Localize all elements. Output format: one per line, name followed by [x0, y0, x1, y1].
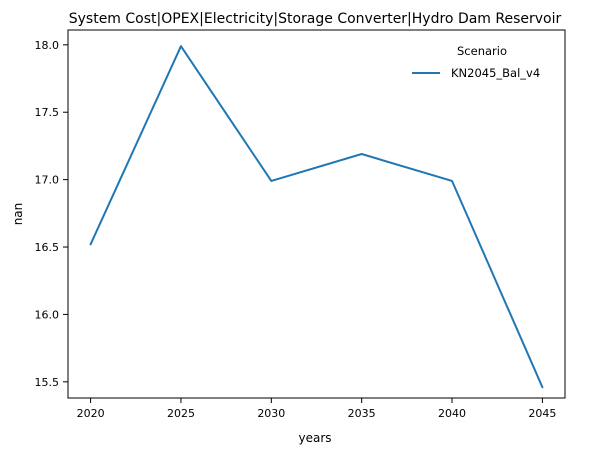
x-tick-label: 2035	[348, 407, 376, 420]
legend-title: Scenario	[457, 44, 507, 58]
x-axis-label: years	[298, 431, 331, 445]
plot-area	[67, 29, 566, 399]
data-point	[541, 386, 544, 389]
legend-series-label: KN2045_Bal_v4	[451, 66, 540, 80]
data-point	[89, 243, 92, 246]
series-line-0	[89, 45, 544, 389]
x-axis: 2020 2025 2030 2035 2040 2045	[77, 398, 556, 420]
y-tick-label: 18.0	[35, 39, 60, 52]
series-layer	[89, 45, 544, 389]
data-point	[451, 179, 454, 182]
y-axis-label: nan	[11, 203, 25, 226]
y-tick-label: 15.5	[35, 376, 60, 389]
y-tick-label: 17.0	[35, 174, 60, 187]
y-axis: 15.5 16.0 16.5 17.0 17.5 18.0	[35, 39, 68, 389]
legend: Scenario KN2045_Bal_v4	[412, 44, 540, 80]
chart-title: System Cost|OPEX|Electricity|Storage Con…	[69, 11, 562, 27]
x-tick-label: 2030	[257, 407, 285, 420]
data-point	[360, 153, 363, 156]
x-tick-label: 2040	[438, 407, 466, 420]
x-tick-label: 2025	[167, 407, 195, 420]
y-tick-label: 16.0	[35, 308, 60, 321]
x-tick-label: 2045	[528, 407, 556, 420]
data-point	[270, 179, 273, 182]
x-tick-label: 2020	[77, 407, 105, 420]
y-tick-label: 16.5	[35, 241, 60, 254]
y-tick-label: 17.5	[35, 106, 60, 119]
data-point	[179, 45, 182, 48]
